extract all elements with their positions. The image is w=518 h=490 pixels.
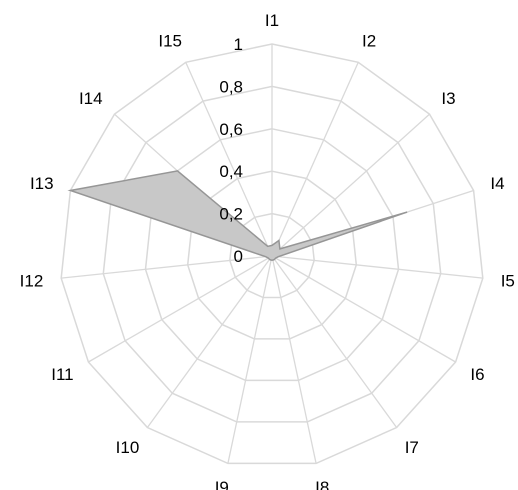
grid-ring — [60, 43, 484, 465]
grid-spoke — [271, 113, 430, 257]
category-label-i10: I10 — [116, 438, 140, 457]
category-label-i3: I3 — [441, 89, 455, 108]
grid-spoke — [185, 62, 273, 257]
category-label-i15: I15 — [158, 31, 182, 50]
grid-spoke — [146, 255, 273, 428]
ring-label: 0,8 — [219, 77, 243, 96]
category-label-i9: I9 — [215, 478, 229, 490]
grid-ring — [102, 85, 442, 423]
grid-spoke — [271, 255, 317, 464]
category-label-i5: I5 — [501, 272, 515, 291]
category-label-i13: I13 — [30, 174, 54, 193]
ring-label: 1 — [234, 35, 243, 54]
category-label-i6: I6 — [470, 365, 484, 384]
category-label-i7: I7 — [405, 438, 419, 457]
category-label-i11: I11 — [51, 365, 73, 384]
grid-spoke — [271, 255, 456, 363]
category-label-i14: I14 — [79, 89, 103, 108]
grid-spoke — [61, 255, 273, 279]
grid-spoke — [271, 62, 359, 257]
grid-spoke — [271, 255, 483, 279]
ring-label: 0,4 — [219, 162, 243, 181]
category-label-i2: I2 — [362, 31, 376, 50]
grid-spoke — [271, 255, 398, 428]
category-label-i1: I1 — [265, 11, 279, 30]
ring-label: 0 — [234, 247, 243, 266]
ring-label-layer: 0 0,2 0,4 0,6 0,8 1 — [219, 35, 243, 266]
category-label-layer: I1 I2 I3 I4 I5 I6 I7 I8 I9 I10 I11 I12 I13 I14 I15 — [20, 11, 515, 490]
grid-spoke — [88, 255, 273, 363]
category-label-i12: I12 — [20, 272, 44, 291]
category-label-i4: I4 — [490, 174, 504, 193]
series-layer — [67, 170, 408, 261]
ring-label: 0,2 — [219, 205, 243, 224]
grid-spoke — [227, 255, 273, 464]
ring-label: 0,6 — [219, 120, 243, 139]
category-label-i8: I8 — [315, 478, 329, 490]
series-area — [67, 170, 408, 261]
